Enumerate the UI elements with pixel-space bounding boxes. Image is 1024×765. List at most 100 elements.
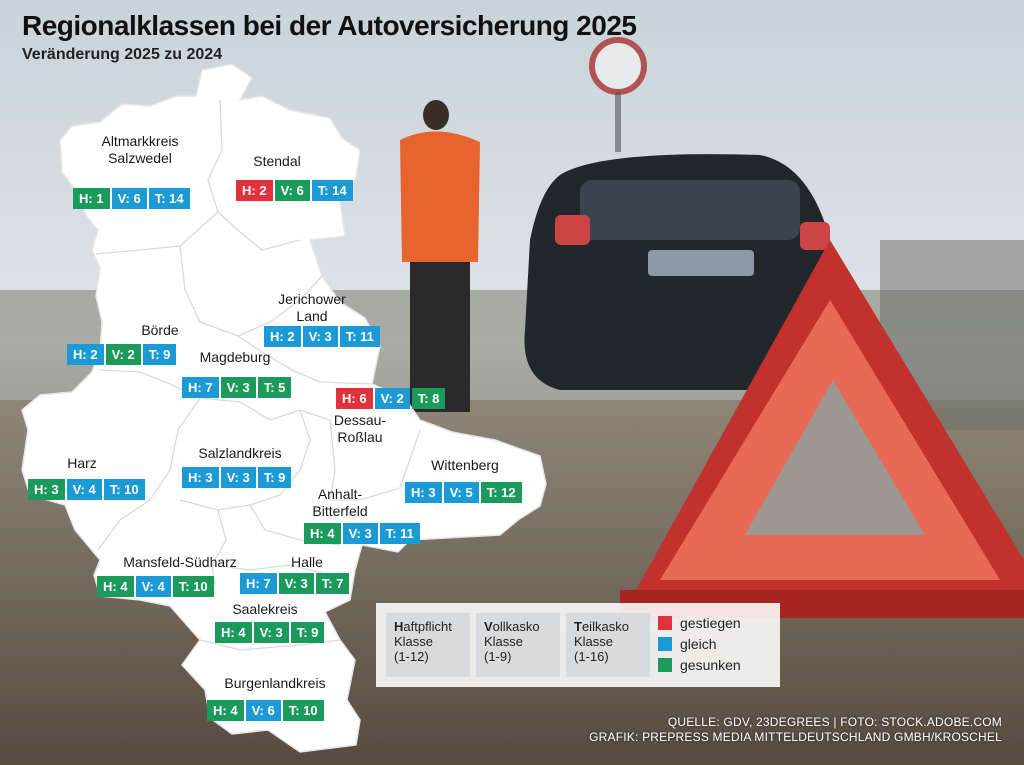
class-badge-gesunken: V: 3	[253, 622, 289, 643]
legend-initial: V	[484, 619, 493, 634]
legend-col-haftpflicht: Haftpflicht Klasse (1-12)	[386, 613, 470, 677]
class-badge-gleich: H: 7	[240, 573, 277, 594]
class-badge-gleich: T: 11	[379, 523, 420, 544]
page-subtitle: Veränderung 2025 zu 2024	[22, 46, 223, 63]
class-badge-gesunken: T: 10	[282, 700, 324, 721]
class-badge-gleich: T: 14	[148, 188, 190, 209]
legend-line3: (1-9)	[484, 649, 512, 664]
district-name-line: Stendal	[253, 153, 301, 169]
district-badges: H: 4 V: 3 T: 11	[304, 523, 420, 544]
district-name-line: Börde	[141, 322, 179, 338]
legend-rest: eilkasko	[581, 619, 629, 634]
legend-label: gesunken	[680, 657, 741, 673]
district-name: Dessau- Roßlau	[325, 412, 395, 446]
legend-line2: Klasse	[394, 634, 434, 649]
legend-initial: H	[394, 619, 404, 634]
district-name-line: Roßlau	[337, 429, 383, 445]
class-badge-gesunken: H: 4	[304, 523, 341, 544]
district-name-line: Land	[296, 308, 328, 324]
district-badges: H: 1 V: 6 T: 14	[73, 188, 190, 209]
class-badge-gleich: H: 3	[182, 467, 219, 488]
class-badge-gesunken: T: 12	[480, 482, 522, 503]
district-name: Altmarkkreis Salzwedel	[75, 133, 205, 167]
district-badges: H: 7 V: 3 T: 7	[240, 573, 350, 594]
district-name: Burgenlandkreis	[195, 675, 355, 692]
class-badge-gleich: V: 3	[220, 467, 256, 488]
legend-line3: (1-12)	[394, 649, 429, 664]
district-badges: H: 4 V: 3 T: 9	[215, 622, 325, 643]
legend-line2: Klasse	[484, 634, 524, 649]
district-name: Wittenberg	[410, 457, 520, 474]
class-badge-gleich: V: 2	[374, 388, 410, 409]
class-badge-gleich: V: 4	[66, 479, 102, 500]
district-name-line: Halle	[291, 554, 323, 570]
class-badge-gleich: H: 2	[67, 344, 104, 365]
class-badge-gleich: V: 5	[443, 482, 479, 503]
district-badges: H: 2 V: 2 T: 9	[67, 344, 177, 365]
district-badges: H: 3 V: 3 T: 9	[182, 467, 292, 488]
legend-item-gestiegen: gestiegen	[658, 615, 741, 631]
district-borders	[95, 99, 421, 651]
class-badge-gesunken: T: 10	[172, 576, 214, 597]
legend-label: gleich	[680, 636, 717, 652]
district-name-line: Dessau-	[333, 412, 387, 428]
district-name-line: Saalekreis	[232, 601, 298, 617]
legend-initial: T	[574, 619, 582, 634]
legend-line2: Klasse	[574, 634, 614, 649]
class-badge-gesunken: T: 9	[290, 622, 325, 643]
class-badge-gleich: T: 14	[311, 180, 353, 201]
district-badges: H: 2 V: 3 T: 11	[264, 326, 380, 347]
district-name-line: Altmarkkreis	[101, 133, 179, 149]
legend-swatch-blue	[658, 637, 672, 651]
class-badge-gesunken: H: 4	[215, 622, 252, 643]
credits-source: QUELLE: GDV, 23DEGREES | FOTO: STOCK.ADO…	[667, 715, 1002, 729]
class-badge-gleich: V: 6	[111, 188, 147, 209]
district-name-line: Mansfeld-Südharz	[123, 554, 237, 570]
district-name-line: Salzlandkreis	[198, 445, 282, 461]
legend-swatch-red	[658, 616, 672, 630]
credits-graphic: GRAFIK: PREPRESS MEDIA MITTELDEUTSCHLAND…	[589, 730, 1002, 744]
district-name-line: Burgenlandkreis	[224, 675, 326, 691]
class-badge-gleich: V: 4	[135, 576, 171, 597]
district-name: Saalekreis	[210, 601, 320, 618]
legend-panel: Haftpflicht Klasse (1-12) Vollkasko Klas…	[376, 603, 780, 687]
district-badges: H: 6 V: 2 T: 8	[336, 388, 446, 409]
district-name: Anhalt- Bitterfeld	[290, 486, 390, 520]
class-badge-gesunken: V: 3	[278, 573, 314, 594]
district-badges: H: 4 V: 4 T: 10	[97, 576, 214, 597]
district-name: Jerichower Land	[262, 291, 362, 325]
district-name: Börde	[120, 322, 200, 339]
class-badge-gleich: H: 3	[405, 482, 442, 503]
district-name-line: Salzwedel	[108, 150, 172, 166]
legend-swatch-green	[658, 658, 672, 672]
district-name-line: Jerichower	[278, 291, 346, 307]
district-name: Stendal	[237, 153, 317, 170]
legend-rest: ollkasko	[492, 619, 540, 634]
legend-rest: aftpflicht	[403, 619, 452, 634]
legend-col-teilkasko: Teilkasko Klasse (1-16)	[566, 613, 650, 677]
class-badge-gesunken: H: 3	[28, 479, 65, 500]
district-badges: H: 3 V: 4 T: 10	[28, 479, 145, 500]
district-name: Magdeburg	[175, 349, 295, 366]
class-badge-gleich: T: 9	[257, 467, 292, 488]
district-name-line: Wittenberg	[431, 457, 499, 473]
class-badge-gestiegen: H: 2	[236, 180, 273, 201]
district-name: Salzlandkreis	[170, 445, 310, 462]
class-badge-gleich: H: 7	[182, 377, 219, 398]
district-name: Harz	[42, 455, 122, 472]
class-badge-gesunken: V: 2	[105, 344, 141, 365]
district-badges: H: 7 V: 3 T: 5	[182, 377, 292, 398]
credits: QUELLE: GDV, 23DEGREES | FOTO: STOCK.ADO…	[589, 715, 1002, 745]
district-name-line: Bitterfeld	[312, 503, 368, 519]
legend-item-gleich: gleich	[658, 636, 717, 652]
class-badge-gleich: H: 2	[264, 326, 301, 347]
class-badge-gleich: T: 9	[142, 344, 177, 365]
district-badges: H: 2 V: 6 T: 14	[236, 180, 353, 201]
class-badge-gesunken: V: 6	[274, 180, 310, 201]
legend-item-gesunken: gesunken	[658, 657, 741, 673]
class-badge-gleich: V: 3	[342, 523, 378, 544]
district-name: Mansfeld-Südharz	[95, 554, 265, 571]
legend-line3: (1-16)	[574, 649, 609, 664]
legend-col-vollkasko: Vollkasko Klasse (1-9)	[476, 613, 560, 677]
